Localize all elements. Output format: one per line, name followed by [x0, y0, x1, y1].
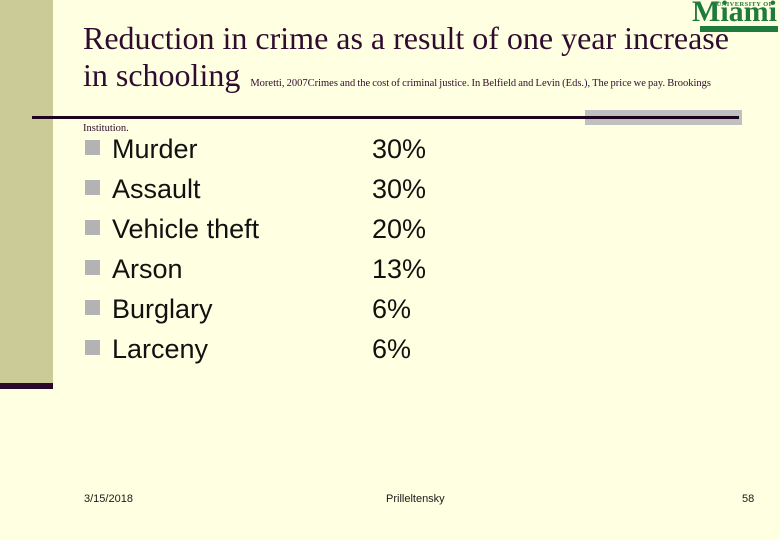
logo-university-of-text: UNIVERSITY OF: [716, 1, 773, 8]
bullet-square-icon: [85, 260, 100, 275]
title-citation: Moretti, 2007Crimes and the cost of crim…: [83, 78, 712, 134]
footer-date: 3/15/2018: [84, 493, 133, 505]
title-rule-line: [32, 116, 739, 119]
list-item: Burglary 6%: [85, 292, 515, 332]
crime-label: Vehicle theft: [112, 214, 260, 244]
footer-slide-number: 58: [742, 493, 755, 505]
crime-reduction-list: Murder 30% Assault 30% Vehicle theft 20%…: [85, 132, 515, 372]
list-item: Vehicle theft 20%: [85, 212, 515, 252]
list-item: Arson 13%: [85, 252, 515, 292]
crime-value: 30%: [372, 134, 427, 164]
title-line2: in schooling: [83, 57, 241, 93]
footer-author: Prilleltensky: [386, 493, 445, 505]
bullet-square-icon: [85, 140, 100, 155]
list-item: Assault 30%: [85, 172, 515, 212]
crime-value: 20%: [372, 214, 427, 244]
crime-label: Arson: [112, 254, 183, 284]
crime-value: 6%: [372, 294, 412, 324]
left-accent-strip: [0, 0, 53, 383]
list-item: Murder 30%: [85, 132, 515, 172]
crime-value: 30%: [372, 174, 427, 204]
logo-underline-bar: [700, 26, 778, 32]
logo-miami-text: Miami: [692, 0, 777, 28]
crime-label: Murder: [112, 134, 198, 164]
crime-value: 6%: [372, 334, 412, 364]
university-of-miami-logo: UNIVERSITY OF Miami: [692, 0, 780, 34]
bullet-square-icon: [85, 180, 100, 195]
crime-label: Larceny: [112, 334, 209, 364]
bullet-square-icon: [85, 300, 100, 315]
slide-title: Reduction in crime as a result of one ye…: [83, 20, 745, 147]
crime-value: 13%: [372, 254, 427, 284]
bullet-square-icon: [85, 220, 100, 235]
left-accent-strip-bar: [0, 383, 53, 389]
bullet-square-icon: [85, 340, 100, 355]
crime-label: Burglary: [112, 294, 213, 324]
list-item: Larceny 6%: [85, 332, 515, 372]
crime-label: Assault: [112, 174, 201, 204]
title-line1: Reduction in crime as a result of one ye…: [83, 20, 729, 56]
